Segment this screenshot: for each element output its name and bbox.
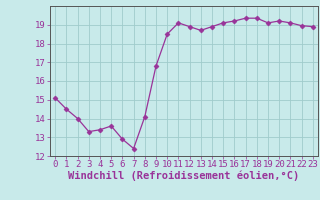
X-axis label: Windchill (Refroidissement éolien,°C): Windchill (Refroidissement éolien,°C) [68,171,300,181]
